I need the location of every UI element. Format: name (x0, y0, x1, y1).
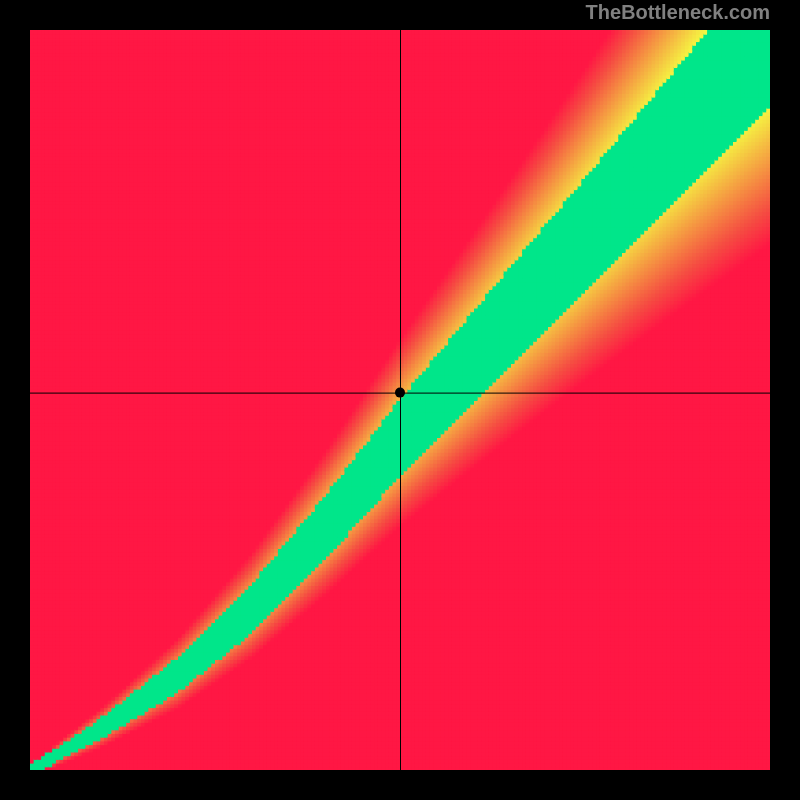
chart-container: TheBottleneck.com (0, 0, 800, 800)
watermark-text: TheBottleneck.com (586, 2, 770, 25)
bottleneck-heatmap (30, 30, 770, 770)
